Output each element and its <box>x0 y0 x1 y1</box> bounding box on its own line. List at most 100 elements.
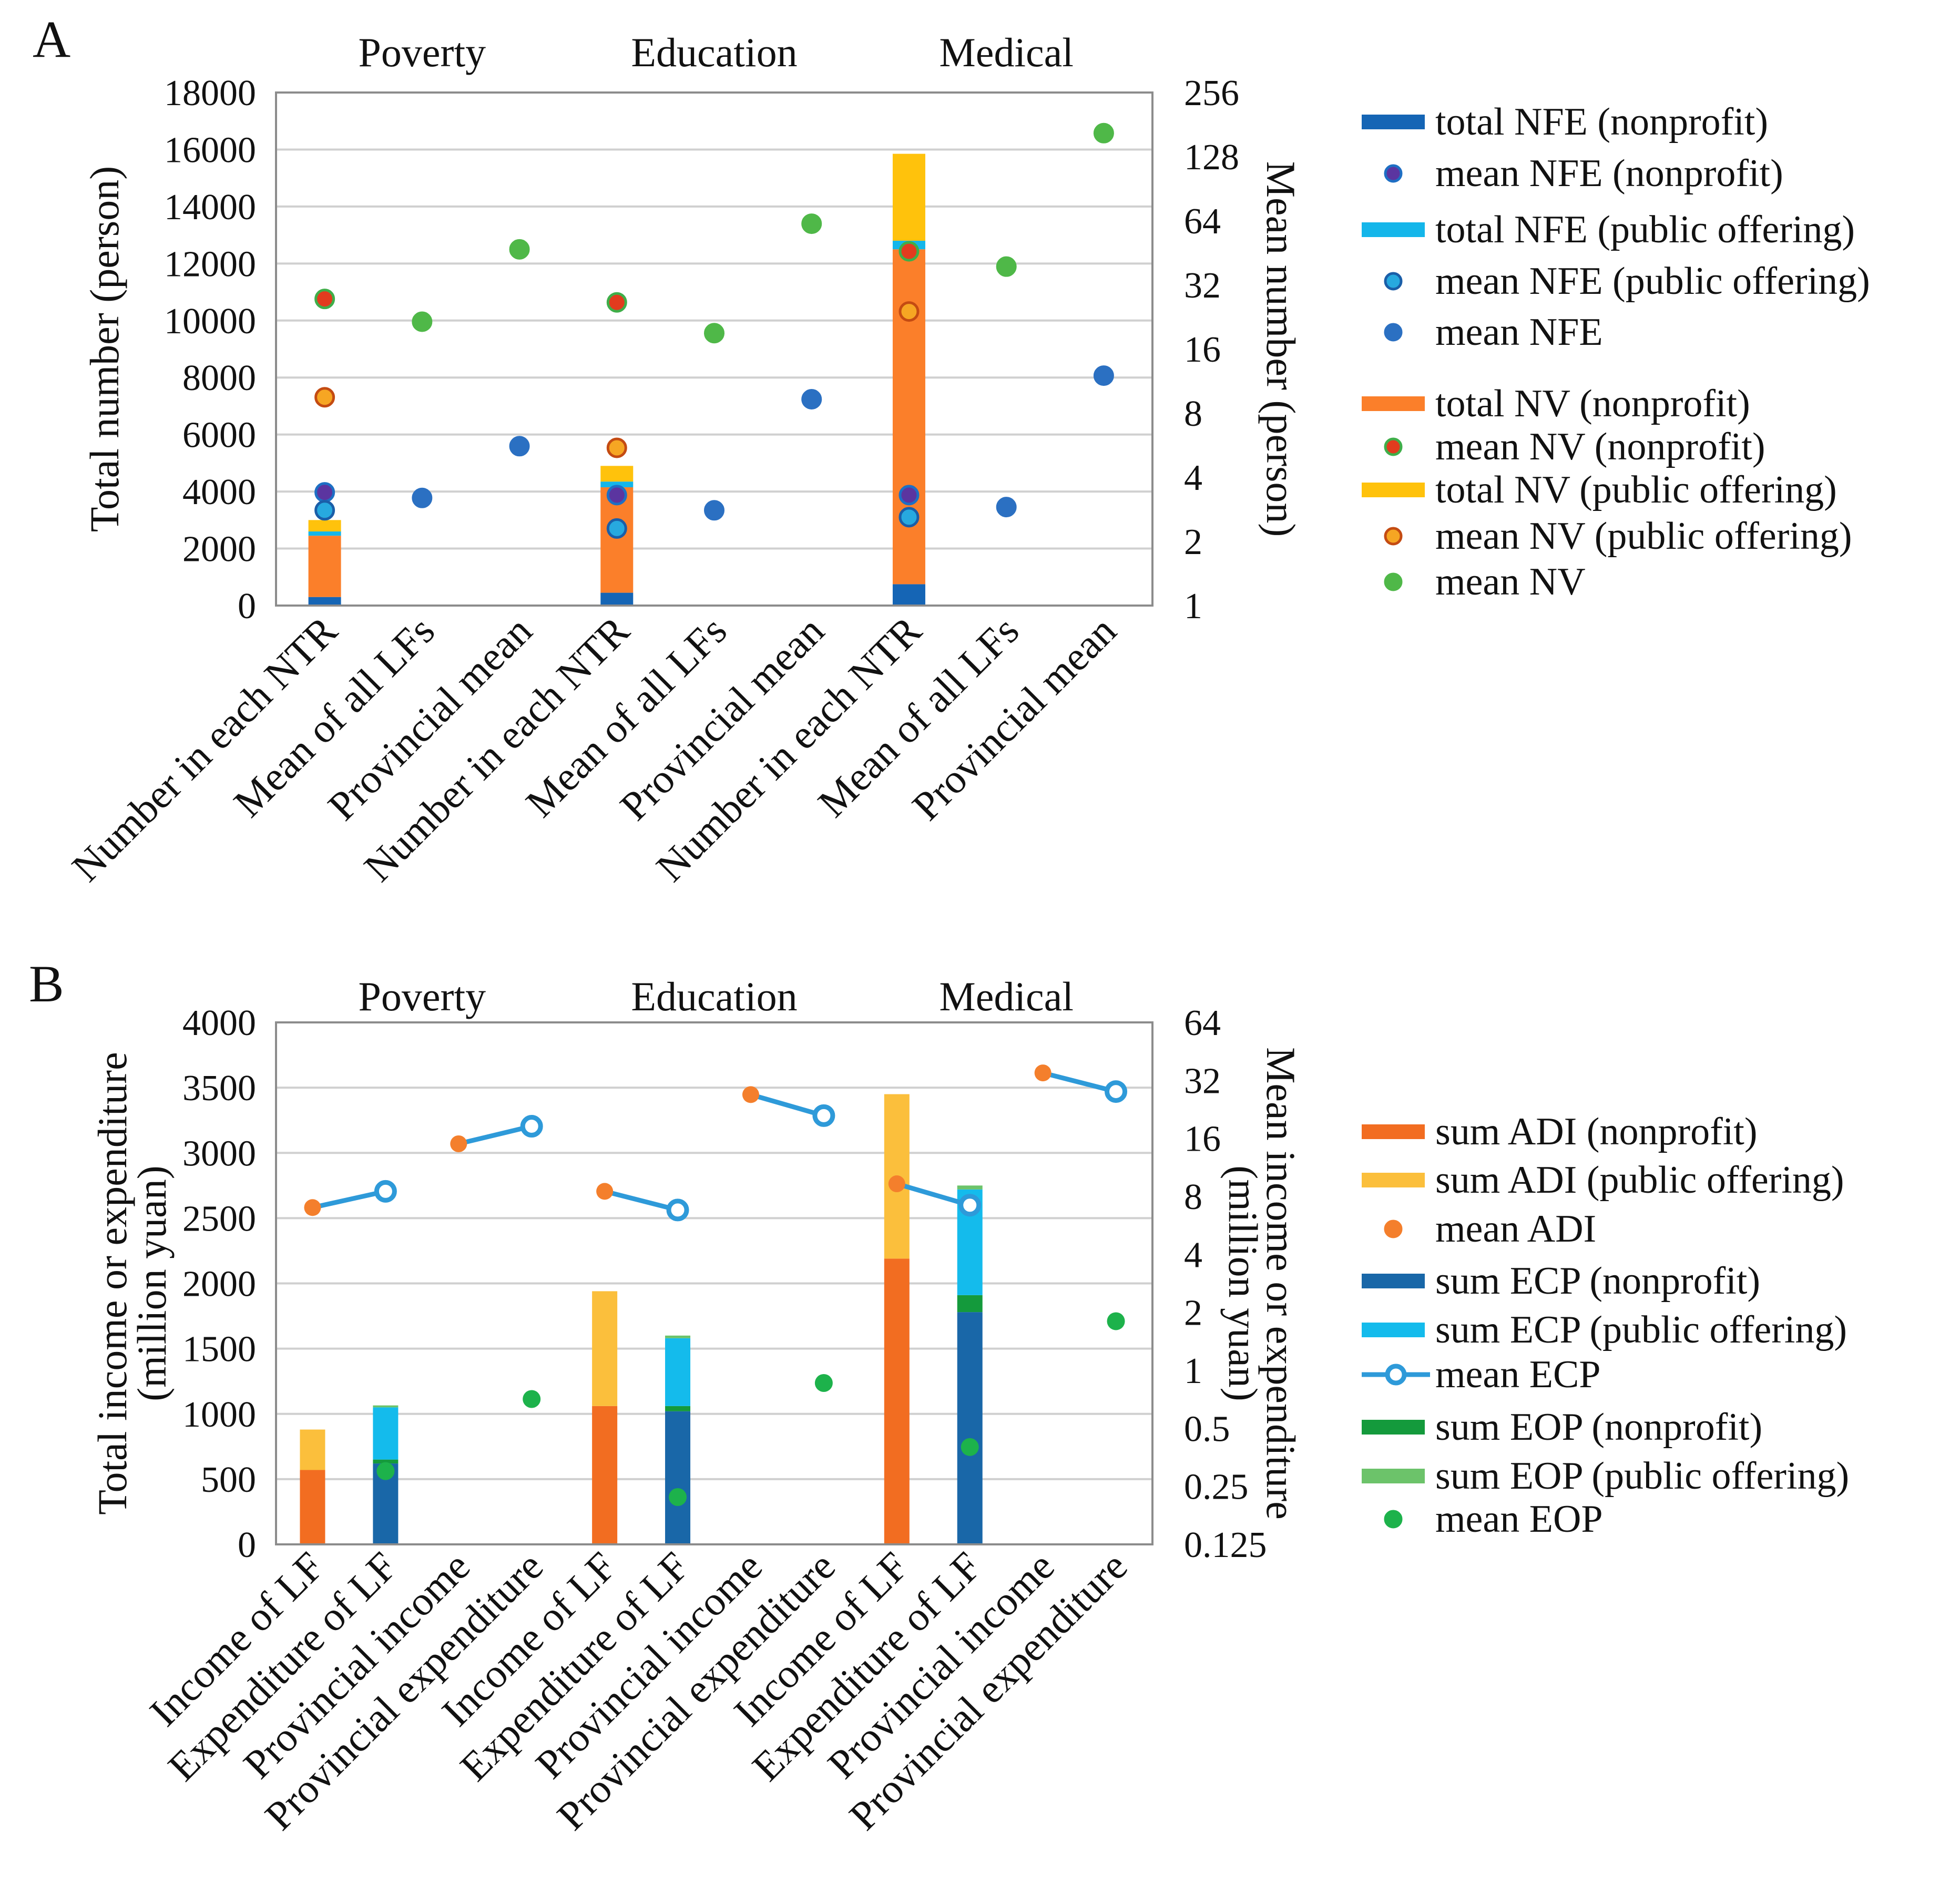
legend-label: sum ECP (nonprofit) <box>1435 1259 1760 1303</box>
y-tick-label: 16000 <box>164 130 256 170</box>
legend-label: mean NFE <box>1435 311 1603 354</box>
panel-a-chart: 0 2000 4000 6000 8000 10000 12000 14000 16000 180… <box>63 29 1870 890</box>
bar-segment <box>300 1470 325 1544</box>
y-axis-title: Total number (person) <box>81 166 127 532</box>
bar-segment <box>957 1312 983 1544</box>
group-title: Poverty <box>359 974 486 1019</box>
bar-segment <box>308 520 341 532</box>
legend-swatch <box>1384 323 1403 342</box>
plot-frame <box>275 91 1153 607</box>
legend-label: mean ADI <box>1435 1207 1596 1251</box>
mean-ecp-line <box>604 1189 679 1213</box>
y2-tick-label: 0.5 <box>1184 1409 1230 1449</box>
mean-point <box>606 292 627 313</box>
group-title: Poverty <box>359 29 486 75</box>
mean-point <box>509 436 530 457</box>
legend-label: mean NV (nonprofit) <box>1435 425 1765 468</box>
bar-segment <box>373 1407 399 1460</box>
legend-label: mean NV <box>1435 560 1586 603</box>
y2-tick-label: 128 <box>1184 137 1239 178</box>
legend-swatch <box>1384 572 1403 591</box>
bar-segment <box>600 482 634 487</box>
mean-adi-point <box>742 1086 759 1103</box>
legend-label: sum ADI (nonprofit) <box>1435 1110 1758 1153</box>
legend-swatch <box>1362 483 1425 497</box>
panel-label-b: B <box>29 955 64 1013</box>
y2-tick-label: 2 <box>1184 1293 1202 1334</box>
y2-tick-label: 4 <box>1184 458 1202 498</box>
mean-point <box>899 507 920 528</box>
y-tick-label: 4000 <box>182 472 256 513</box>
mean-ecp-point <box>374 1180 397 1203</box>
mean-ecp-line <box>458 1124 533 1146</box>
y2-tick-label: 1 <box>1184 1351 1202 1391</box>
bar-segment <box>892 249 925 585</box>
mean-point <box>314 482 335 503</box>
mean-ecp-point <box>1105 1080 1128 1103</box>
mean-point <box>704 323 724 344</box>
legend-label: total NV (nonprofit) <box>1435 382 1750 425</box>
mean-point <box>1093 365 1114 386</box>
y-tick-label: 8000 <box>182 358 256 398</box>
mean-point <box>412 311 433 332</box>
group-title: Medical <box>939 974 1074 1019</box>
mean-adi-point <box>450 1135 467 1152</box>
legend-label: total NFE (public offering) <box>1435 208 1855 251</box>
bar-segment <box>592 1406 618 1544</box>
mean-point <box>606 485 627 506</box>
y2-tick-label: 16 <box>1184 330 1221 370</box>
legend-label: total NV (public offering) <box>1435 468 1837 511</box>
y-tick-label: 3500 <box>182 1068 256 1109</box>
bar-segment <box>665 1411 691 1544</box>
group-title: Education <box>631 974 797 1019</box>
mean-eop-point <box>376 1462 395 1480</box>
mean-adi-point <box>304 1199 321 1216</box>
y2-axis-title: Mean income or expenditure <box>1258 1047 1304 1520</box>
mean-ecp-line <box>312 1189 386 1210</box>
group-title: Medical <box>939 29 1074 75</box>
bar-segment <box>600 592 634 606</box>
mean-point <box>801 213 822 234</box>
legend-label: mean NFE (nonprofit) <box>1435 152 1783 195</box>
legend-swatch <box>1384 1510 1403 1529</box>
y-tick-label: 4000 <box>182 1003 256 1043</box>
y2-tick-label: 0.25 <box>1184 1467 1249 1508</box>
mean-ecp-point <box>958 1194 982 1217</box>
mean-eop-point <box>1107 1312 1125 1330</box>
bar-segment <box>665 1338 691 1406</box>
y2-tick-label: 32 <box>1184 265 1221 306</box>
mean-ecp-line <box>1042 1070 1117 1094</box>
y-tick-label: 12000 <box>164 244 256 284</box>
bar-segment <box>592 1291 618 1406</box>
y2-tick-label: 64 <box>1184 201 1221 242</box>
y-tick-label: 18000 <box>164 73 256 114</box>
bar-segment <box>892 584 925 606</box>
bar-segment <box>957 1295 983 1313</box>
legend-swatch <box>1384 164 1403 183</box>
y2-tick-label: 32 <box>1184 1061 1221 1101</box>
legend-label: total NFE (nonprofit) <box>1435 100 1768 144</box>
bar-segment <box>373 1459 399 1464</box>
legend-swatch <box>1362 1274 1425 1288</box>
legend-swatch <box>1362 222 1425 237</box>
legend-label: mean NFE (public offering) <box>1435 260 1870 303</box>
legend-label: mean NV (public offering) <box>1435 515 1852 558</box>
y-tick-label: 3000 <box>182 1133 256 1174</box>
mean-eop-point <box>961 1438 979 1456</box>
mean-eop-point <box>669 1488 687 1507</box>
legend-swatch <box>1384 1220 1403 1238</box>
mean-point <box>704 500 724 521</box>
plot-frame <box>275 1021 1153 1545</box>
mean-point <box>606 437 627 458</box>
legend-swatch <box>1362 396 1425 411</box>
legend-swatch <box>1362 1323 1425 1337</box>
mean-point <box>801 388 822 409</box>
legend-swatch <box>1384 272 1403 291</box>
mean-eop-point <box>523 1390 541 1408</box>
y2-tick-label: 64 <box>1184 1003 1221 1043</box>
y-axis-title: Total income or expenditure <box>89 1052 135 1514</box>
legend-label: sum ADI (public offering) <box>1435 1159 1844 1202</box>
panel-b-chart: 0 500 1000 1500 2000 2500 3000 3500 4000 0.125 0.2… <box>89 974 1849 1839</box>
legend-swatch-marker <box>1385 1364 1407 1386</box>
mean-adi-point <box>596 1183 614 1200</box>
